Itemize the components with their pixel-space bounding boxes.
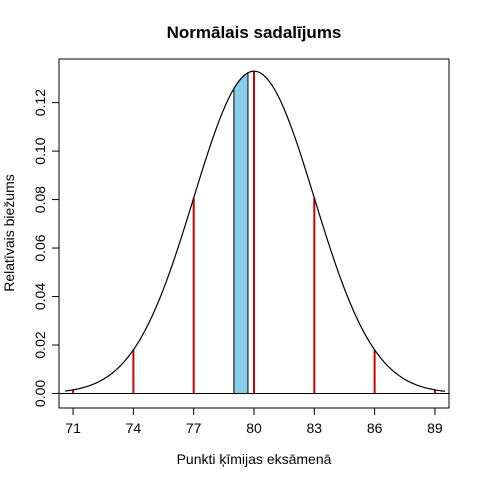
x-tick-label-77: 77	[186, 420, 202, 436]
y-tick-label-5: 0.10	[32, 137, 48, 164]
x-tick-label-86: 86	[367, 420, 383, 436]
x-tick-label-89: 89	[427, 420, 443, 436]
x-tick-label-71: 71	[65, 420, 81, 436]
y-tick-label-0: 0.00	[32, 380, 48, 407]
y-tick-label-1: 0.02	[32, 331, 48, 358]
y-tick-label-3: 0.06	[32, 234, 48, 261]
x-tick-label-74: 74	[126, 420, 142, 436]
y-tick-label-6: 0.12	[32, 89, 48, 116]
x-axis-label: Punkti ķīmijas eksāmenā	[177, 451, 332, 467]
density-curve	[64, 70, 446, 392]
y-tick-label-4: 0.08	[32, 186, 48, 213]
y-tick-label-2: 0.04	[32, 283, 48, 310]
x-tick-label-83: 83	[307, 420, 323, 436]
chart-title: Normālais sadalījums	[167, 23, 342, 42]
x-tick-label-80: 80	[246, 420, 262, 436]
plot-layer: 71 74 77 80 83 86 89 0.00 0.02 0.04 0.06 0.08 0.10 0.…	[32, 58, 450, 436]
shaded-interval	[233, 71, 249, 394]
y-axis-label: Relatīvais biežums	[1, 174, 17, 292]
